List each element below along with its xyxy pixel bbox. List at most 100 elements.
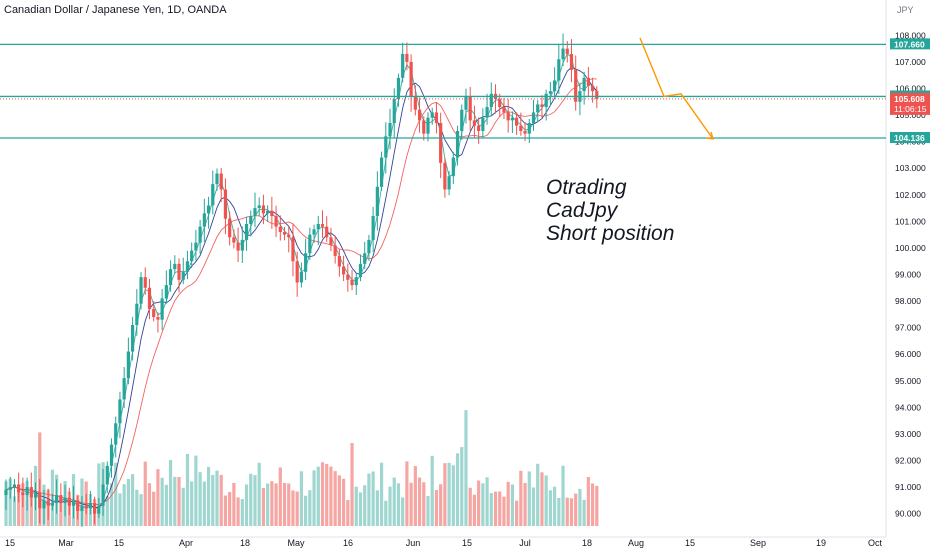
price-tick-label: 93.000 — [895, 429, 921, 439]
volume-bar — [379, 462, 384, 526]
resistance-price-tag: 107.660 — [894, 39, 925, 49]
volume-bar — [388, 486, 392, 526]
volume-bar — [569, 498, 574, 526]
candle-body — [257, 205, 261, 209]
volume-bar — [249, 473, 253, 526]
candle — [510, 111, 514, 134]
candle-body — [481, 117, 485, 131]
candle-body — [80, 505, 84, 512]
candle — [202, 198, 206, 242]
candle-body — [569, 53, 574, 70]
candle-body — [274, 216, 278, 227]
candle-body — [25, 487, 29, 496]
volume-bar — [12, 496, 17, 526]
volume-bar — [548, 490, 552, 526]
candle-body — [287, 234, 291, 238]
candle — [506, 99, 510, 133]
volume-bar — [126, 478, 130, 526]
candle — [118, 391, 122, 439]
volume-bar — [299, 471, 303, 526]
price-tick-label: 91.000 — [895, 482, 921, 492]
candle-body — [489, 93, 493, 108]
ma-slow-line — [5, 78, 597, 505]
candle-body — [164, 285, 168, 299]
candle — [177, 258, 181, 293]
candle — [84, 493, 88, 515]
price-tick-label: 107.000 — [895, 57, 926, 67]
volume-bar — [430, 455, 434, 526]
volume-bar — [557, 497, 561, 526]
candle-body — [439, 123, 443, 163]
price-tick-label: 105.000 — [895, 110, 926, 120]
volume-bar — [472, 494, 477, 526]
annotation-line-1: Otrading — [546, 176, 627, 199]
candle-body — [122, 378, 126, 400]
candle-body — [346, 274, 350, 280]
volume-bar — [219, 474, 223, 526]
candle-body — [333, 245, 337, 256]
candle-body — [295, 261, 299, 283]
candle-body — [519, 125, 523, 131]
candle-body — [358, 263, 363, 278]
price-tick-label: 94.000 — [895, 402, 921, 412]
volume-bar — [97, 463, 101, 526]
candle — [396, 73, 401, 107]
candle-body — [430, 112, 434, 118]
volume-bar — [527, 471, 531, 526]
volume-bar — [439, 484, 443, 526]
candle — [586, 66, 590, 97]
candle — [181, 257, 185, 285]
candle-body — [126, 351, 130, 379]
candle-body — [21, 492, 25, 496]
candle-body — [299, 271, 303, 283]
volume-bar — [240, 499, 244, 526]
volume-bar — [434, 490, 439, 526]
candle-body — [434, 112, 439, 124]
candle — [156, 312, 160, 333]
candle-body — [156, 317, 160, 320]
volume-bar — [131, 474, 135, 526]
forecast-arrow-path — [639, 37, 714, 140]
candle-body — [544, 93, 548, 108]
candle-body — [88, 503, 92, 509]
candle — [190, 242, 194, 268]
candle-body — [261, 205, 266, 214]
candles-layer — [4, 33, 599, 527]
candle — [223, 178, 228, 235]
candle — [139, 272, 143, 310]
volume-bar — [342, 478, 346, 526]
candle — [206, 196, 211, 229]
candle — [173, 255, 177, 274]
volume-bar — [578, 488, 582, 526]
candle — [502, 98, 506, 120]
volume-bar — [371, 471, 375, 526]
time-tick-label: 15 — [114, 538, 124, 548]
volume-bar — [468, 487, 472, 526]
volume-bar — [270, 481, 274, 526]
candle — [472, 105, 477, 138]
candle — [434, 102, 439, 134]
candle — [477, 117, 481, 144]
candle-body — [8, 487, 12, 490]
time-tick-label: 16 — [343, 538, 353, 548]
price-tick-label: 97.000 — [895, 323, 921, 333]
candle-body — [460, 109, 464, 131]
price-tick-label: 99.000 — [895, 270, 921, 280]
candle — [270, 196, 274, 229]
candle — [295, 251, 299, 297]
candle — [185, 250, 190, 280]
volume-bar — [156, 469, 160, 526]
candle-body — [409, 61, 413, 97]
volume-bar — [244, 484, 249, 526]
volume-bar — [392, 477, 396, 526]
volume-bar — [181, 487, 185, 526]
volume-bar — [409, 482, 413, 526]
candle-body — [595, 91, 599, 99]
candle-body — [147, 287, 152, 310]
volume-bar — [173, 476, 177, 526]
candle-body — [93, 503, 97, 514]
volume-bar — [350, 443, 354, 526]
candle — [430, 107, 434, 125]
